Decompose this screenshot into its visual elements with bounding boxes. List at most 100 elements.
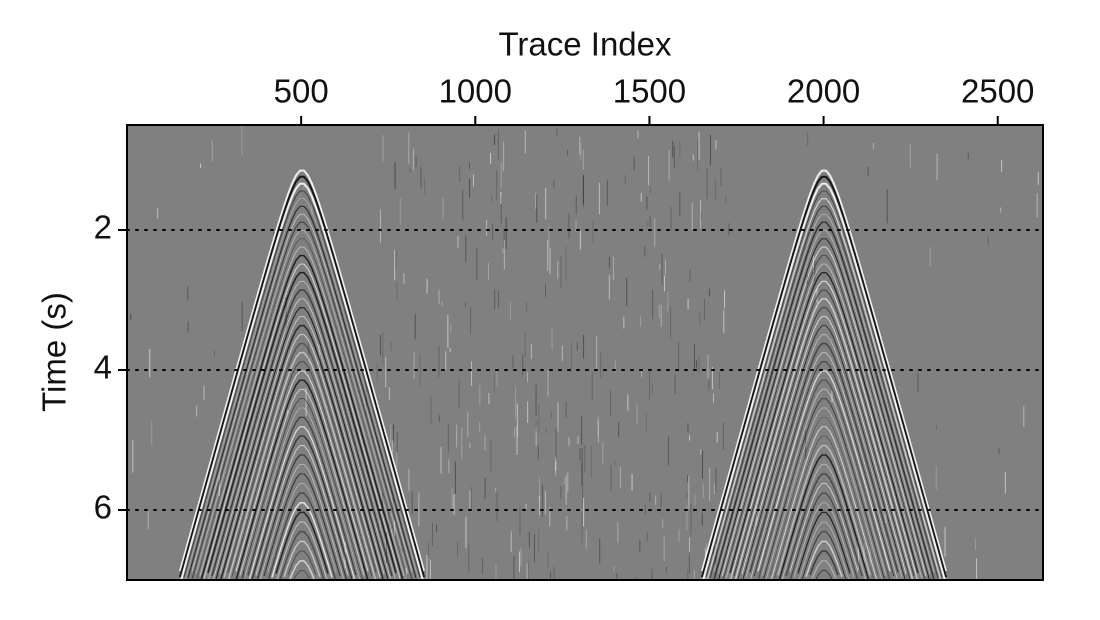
reflection-event <box>709 205 939 579</box>
reflection-event <box>798 521 850 580</box>
x-tick-label: 2000 <box>787 73 860 110</box>
reflection-event <box>288 560 316 580</box>
reflection-event <box>235 379 369 580</box>
reflection-event <box>718 238 930 580</box>
reflection-event <box>183 190 421 578</box>
reflection-event <box>762 398 886 580</box>
reflection-event <box>815 570 833 580</box>
reflection-event <box>191 213 413 572</box>
reflection-event <box>275 511 329 574</box>
reflection-event <box>199 246 405 576</box>
reflection-event <box>801 531 847 580</box>
reflection-event <box>207 271 397 574</box>
axes: 500 1000 1500 2000 2500 2 4 6 <box>94 73 1035 526</box>
reflection-event <box>701 169 947 572</box>
reflection-event <box>263 473 341 577</box>
reflection-event <box>247 416 357 576</box>
reflection-event <box>745 334 903 578</box>
reflection-event <box>761 388 887 576</box>
reflection-event <box>778 454 870 580</box>
reflection-event <box>179 169 425 572</box>
reflection-event <box>227 342 377 573</box>
reflection-event <box>729 280 919 580</box>
reflection-event <box>701 175 947 578</box>
reflection-event <box>267 492 337 580</box>
y-tick-label: 6 <box>94 489 112 526</box>
reflection-event <box>219 316 385 575</box>
y-tick-label: 2 <box>94 209 112 246</box>
reflection-event <box>789 492 859 580</box>
reflection-event <box>279 530 325 580</box>
reflection-event <box>793 502 855 578</box>
reflection-event <box>180 182 424 580</box>
seismic-image <box>130 125 1039 580</box>
reflection-event <box>702 182 946 580</box>
reflection-event <box>737 307 911 580</box>
reflection-event <box>765 407 883 580</box>
reflection-event <box>283 540 321 578</box>
reflection-event <box>769 416 879 576</box>
reflection-event <box>797 511 851 574</box>
reflection-event <box>773 435 875 580</box>
x-tick-label: 1500 <box>613 73 686 110</box>
reflection-event <box>750 352 898 580</box>
reflection-event <box>713 221 935 580</box>
x-tick-label: 500 <box>274 73 329 110</box>
reflection-event <box>781 463 867 580</box>
reflection-event <box>200 254 404 580</box>
reflection-event <box>187 205 417 579</box>
reflection-event <box>223 334 381 578</box>
reflection-event <box>215 307 389 580</box>
reflection-event <box>741 316 907 575</box>
reflection-event <box>179 175 425 578</box>
reflection-event <box>770 426 878 580</box>
reflection-event <box>293 570 311 580</box>
reflection-event <box>706 197 942 580</box>
reflection-event <box>805 540 843 578</box>
reflection-event <box>207 280 397 580</box>
reflection-event <box>287 550 317 575</box>
x-tick-label: 2500 <box>961 73 1034 110</box>
reflection-event <box>713 213 935 572</box>
reflection-event <box>757 370 891 572</box>
reflection-event <box>753 361 895 577</box>
grid <box>126 229 1044 511</box>
reflection-event <box>251 435 353 580</box>
reflection-event <box>212 298 392 580</box>
reflection-event <box>220 324 384 580</box>
reflection-event <box>733 289 915 577</box>
reflection-event <box>235 370 369 572</box>
reflection-event <box>256 454 348 580</box>
reflection-event <box>227 351 377 580</box>
reflection-event <box>259 464 345 580</box>
reflection-event <box>717 229 931 574</box>
reflection-event <box>267 483 337 572</box>
reflection-event <box>809 550 839 576</box>
reflection-event <box>722 255 926 580</box>
reflection-event <box>248 426 356 580</box>
reflection-event <box>239 388 365 576</box>
reflection-event <box>734 298 914 580</box>
reflection-event <box>271 502 333 578</box>
reflection-event <box>191 221 413 580</box>
x-tick-label: 1000 <box>439 73 512 110</box>
reflection-event <box>757 379 891 580</box>
reflection-event <box>231 361 373 577</box>
reflection-event <box>184 198 420 580</box>
reflection-event <box>196 238 408 580</box>
y-axis-title: Time (s) <box>36 292 73 412</box>
reflection-event <box>777 444 871 576</box>
x-axis-title: Trace Index <box>498 26 672 63</box>
reflection-event <box>241 398 363 580</box>
reflection-event <box>255 445 349 576</box>
reflection-event <box>195 230 409 574</box>
reflection-event <box>725 263 923 579</box>
reflection-event <box>243 407 361 580</box>
reflection-event <box>211 289 393 577</box>
reflection-event <box>749 342 899 573</box>
reflection-event <box>276 521 328 580</box>
reflection-event <box>789 483 859 572</box>
y-tick-label: 4 <box>94 349 112 386</box>
